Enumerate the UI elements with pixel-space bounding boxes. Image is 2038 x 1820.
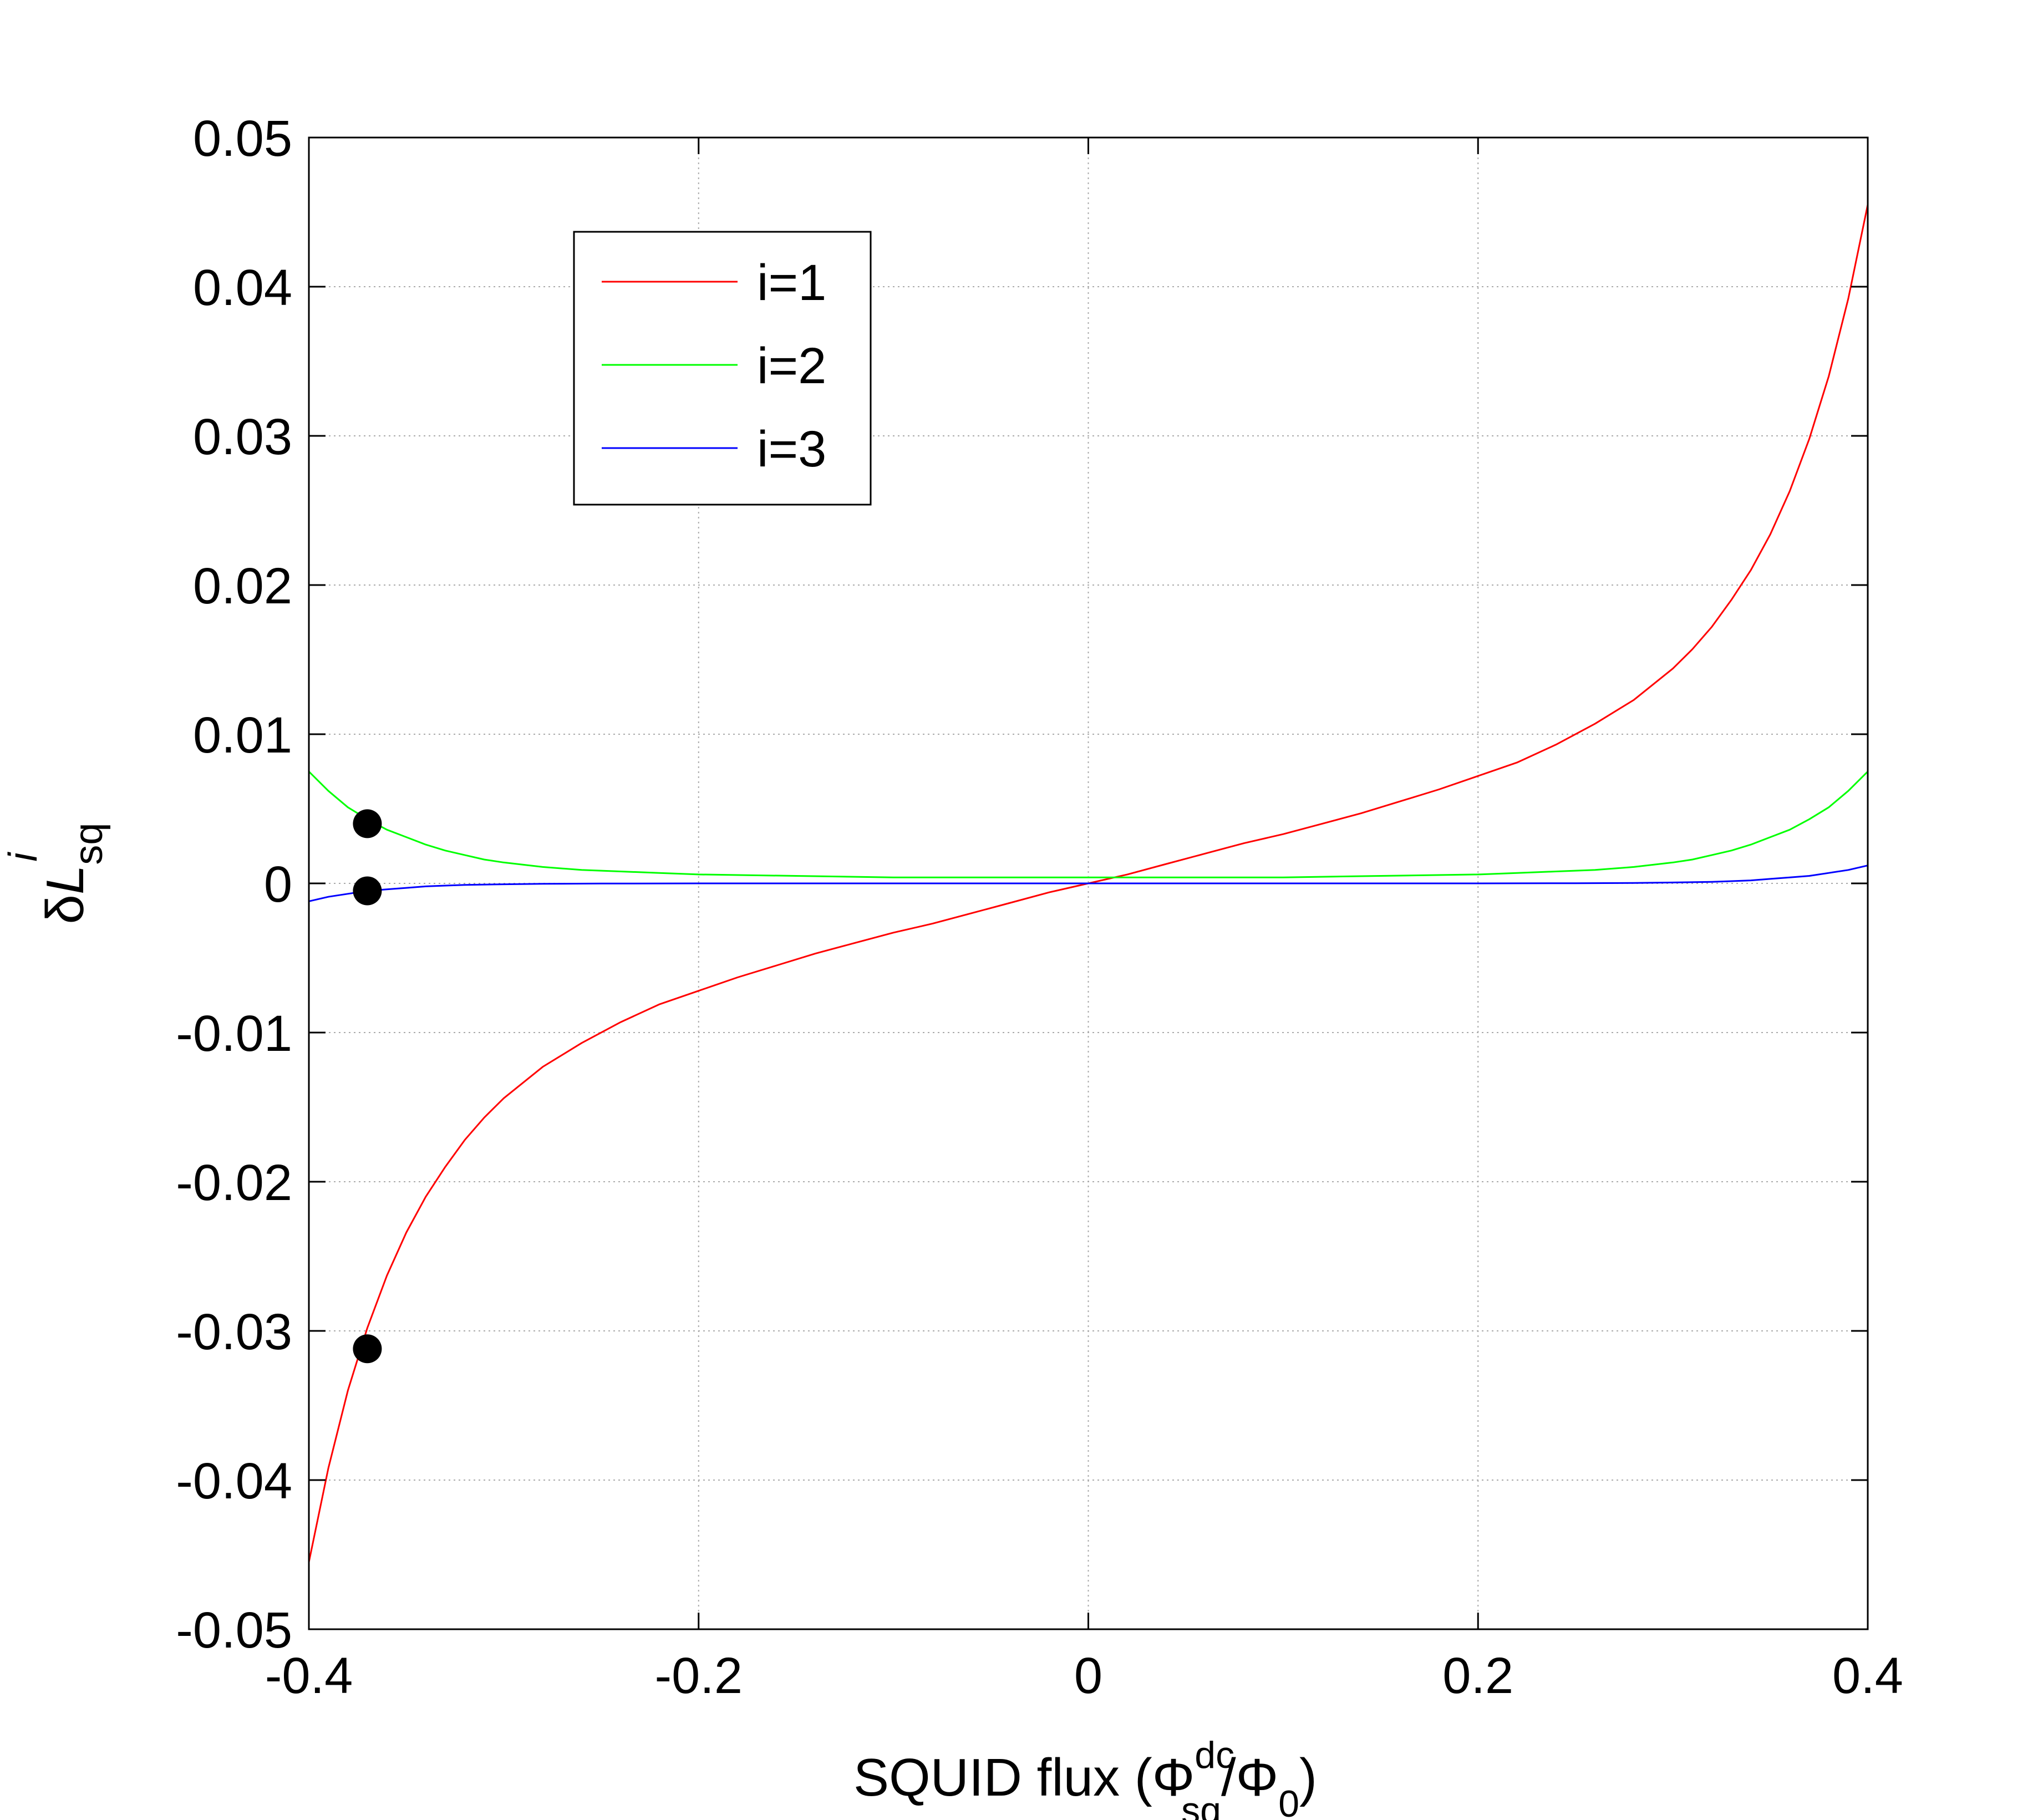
y-tick-label: -0.01 xyxy=(176,1005,292,1062)
grid xyxy=(309,138,1868,1629)
x-axis-label-mid: /Φ xyxy=(1221,1748,1278,1807)
legend-label-2: i=2 xyxy=(757,338,826,394)
y-axis-label-prefix: δ xyxy=(35,894,95,924)
y-tick-label: 0.02 xyxy=(193,558,292,614)
legend: i=1 i=2 i=3 xyxy=(573,231,872,506)
series-line-2 xyxy=(308,771,1869,878)
y-tick-label: -0.02 xyxy=(176,1155,292,1211)
y-tick-label: 0.04 xyxy=(193,260,292,316)
x-tick-label: 0.4 xyxy=(1832,1648,1903,1704)
x-tick-label: -0.2 xyxy=(654,1648,743,1704)
x-axis-label-main: SQUID flux (Φ xyxy=(853,1748,1195,1807)
data-point-marker xyxy=(353,876,382,906)
x-tick-label: 0.2 xyxy=(1442,1648,1513,1704)
x-axis-label-sub: sq xyxy=(1181,1790,1221,1820)
ticks xyxy=(308,136,1869,1630)
y-axis-label-sub: sq xyxy=(67,823,111,865)
series-layer xyxy=(308,204,1869,1563)
legend-label-1: i=1 xyxy=(757,255,826,311)
x-tick-label: 0 xyxy=(1074,1648,1102,1704)
y-tick-label: 0.05 xyxy=(193,110,292,167)
y-tick-label: 0 xyxy=(264,856,292,913)
y-axis-label: δLsq i xyxy=(1,823,111,924)
y-tick-label: -0.03 xyxy=(176,1304,292,1360)
x-axis-label-end: ) xyxy=(1299,1748,1317,1807)
y-tick-label: 0.01 xyxy=(193,707,292,764)
x-tick-label: -0.4 xyxy=(265,1648,353,1704)
x-axis-label-sub2: 0 xyxy=(1278,1783,1299,1820)
y-tick-label: 0.03 xyxy=(193,409,292,465)
y-tick-label: -0.05 xyxy=(176,1602,292,1659)
tick-labels: -0.4 -0.2 0 0.2 0.4 0.05 0.04 0.03 0.02 0.01 0 -0.0… xyxy=(176,110,1903,1704)
series-line-3 xyxy=(308,865,1868,902)
y-axis-label-sup: i xyxy=(1,852,45,862)
data-point-marker xyxy=(353,809,382,838)
data-point-marker xyxy=(353,1334,382,1364)
legend-box xyxy=(573,231,872,506)
marker-layer xyxy=(353,809,382,1364)
y-tick-label: -0.04 xyxy=(176,1453,292,1509)
x-axis-label: SQUID flux (Φdc sq/Φ0) xyxy=(853,1734,1317,1820)
x-axis-label-sup: dc xyxy=(1195,1734,1234,1776)
y-axis-label-italic: L xyxy=(35,865,95,894)
legend-label-3: i=3 xyxy=(757,421,826,477)
